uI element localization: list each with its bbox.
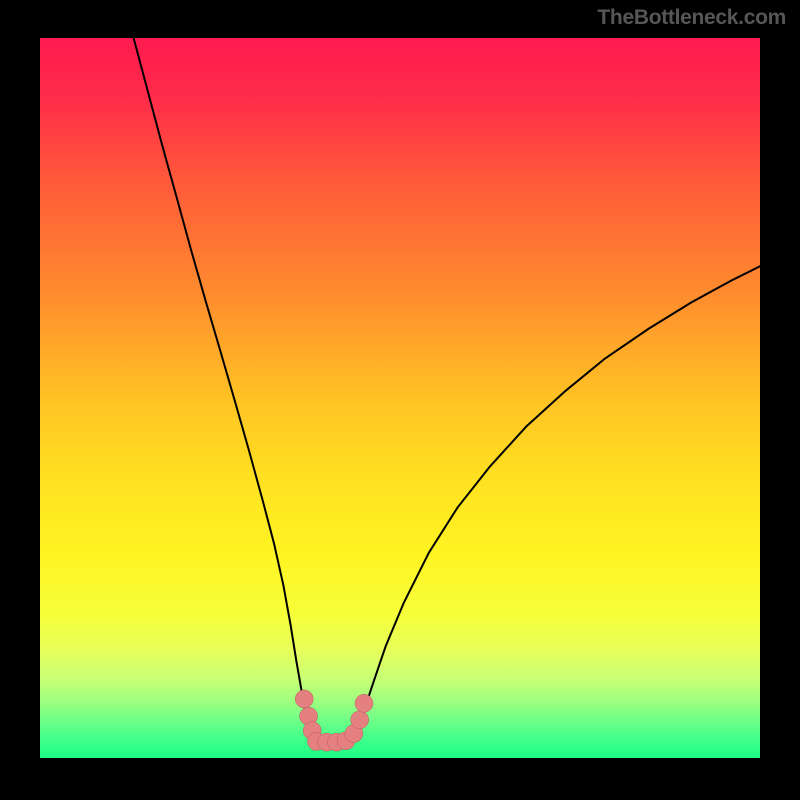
marker-point — [355, 694, 373, 712]
chart-svg — [40, 38, 760, 758]
marker-point — [351, 711, 369, 729]
marker-point — [295, 690, 313, 708]
plot-area — [40, 38, 760, 758]
chart-background — [40, 38, 760, 758]
watermark-text: TheBottleneck.com — [597, 6, 786, 30]
chart-frame: TheBottleneck.com — [0, 0, 800, 800]
